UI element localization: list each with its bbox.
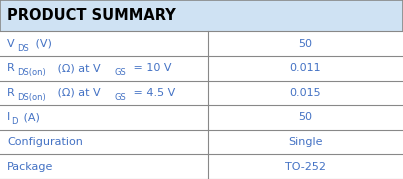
- Bar: [0, 56, 403, 81]
- Text: 0.015: 0.015: [289, 88, 321, 98]
- Text: D: D: [11, 117, 18, 126]
- Text: DS: DS: [17, 44, 29, 53]
- Text: 50: 50: [298, 39, 312, 49]
- Bar: [0, 130, 403, 154]
- Text: Single: Single: [288, 137, 322, 147]
- Text: R: R: [7, 63, 15, 73]
- Text: V: V: [7, 39, 15, 49]
- Bar: [0, 0, 403, 31]
- Text: PRODUCT SUMMARY: PRODUCT SUMMARY: [7, 8, 176, 23]
- Text: GS: GS: [114, 68, 126, 77]
- Text: = 4.5 V: = 4.5 V: [130, 88, 175, 98]
- Bar: [0, 105, 403, 130]
- Text: (Ω) at V: (Ω) at V: [54, 63, 101, 73]
- Bar: [0, 81, 403, 105]
- Text: Configuration: Configuration: [7, 137, 83, 147]
- Text: = 10 V: = 10 V: [130, 63, 171, 73]
- Text: R: R: [7, 88, 15, 98]
- Text: (Ω) at V: (Ω) at V: [54, 88, 101, 98]
- Bar: [0, 154, 403, 179]
- Text: 50: 50: [298, 112, 312, 122]
- Text: GS: GS: [114, 93, 126, 102]
- Text: I: I: [7, 112, 10, 122]
- Text: DS(on): DS(on): [17, 68, 46, 77]
- Text: (A): (A): [20, 112, 40, 122]
- Text: DS(on): DS(on): [17, 93, 46, 102]
- Bar: [0, 31, 403, 56]
- Text: Package: Package: [7, 162, 54, 172]
- Text: 0.011: 0.011: [289, 63, 321, 73]
- Text: (V): (V): [32, 39, 52, 49]
- Text: TO-252: TO-252: [285, 162, 326, 172]
